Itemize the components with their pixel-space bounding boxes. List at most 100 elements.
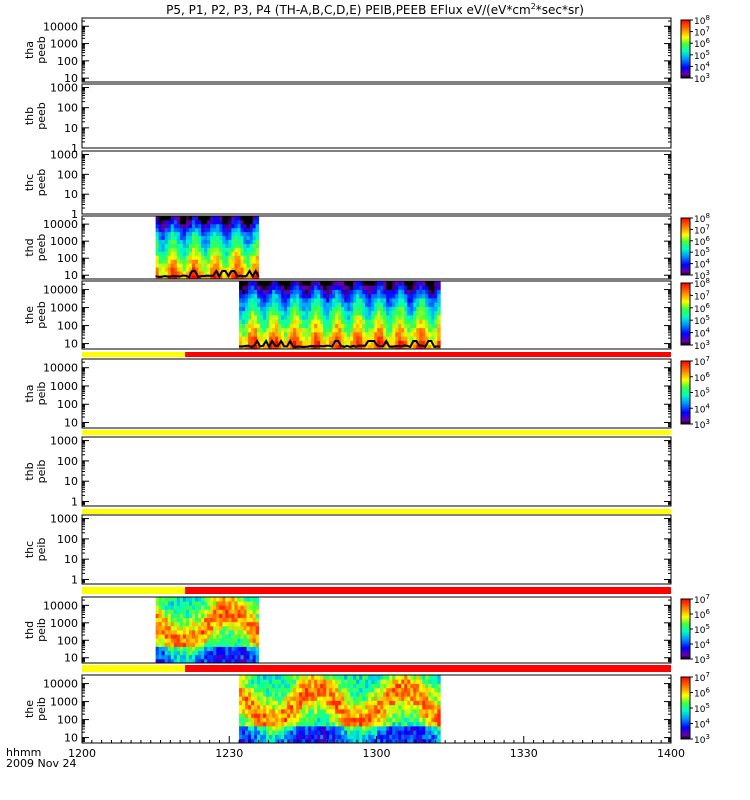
- spectrogram-cell: [192, 275, 196, 280]
- spectrogram-cell: [255, 263, 260, 268]
- spectrogram-cell: [188, 650, 193, 656]
- spectrogram-cell: [356, 721, 360, 727]
- spectrogram-cell: [164, 650, 169, 656]
- spectrogram-cell: [161, 654, 166, 660]
- spectrogram-cell: [210, 613, 214, 619]
- spectrogram-cell: [344, 336, 348, 341]
- spectrogram-cell: [362, 289, 366, 295]
- spectrogram-cell: [257, 302, 261, 307]
- spectrogram-cell: [219, 601, 223, 606]
- spectrogram-cell: [374, 319, 378, 324]
- spectrogram-cell: [167, 231, 172, 237]
- spectrogram-cell: [249, 231, 254, 237]
- spectrogram-cell: [225, 243, 229, 248]
- spectrogram-cell: [278, 679, 282, 684]
- spectrogram-cell: [195, 267, 199, 272]
- spectrogram-cell: [275, 285, 279, 290]
- spectrogram-cell: [176, 597, 181, 602]
- spectrogram-cell: [155, 646, 160, 652]
- spectrogram-cell: [195, 605, 199, 610]
- spectrogram-cell: [225, 654, 229, 660]
- spectrogram-cell: [335, 721, 339, 727]
- spectrogram-cell: [192, 259, 196, 264]
- spectrogram-cell: [158, 621, 163, 627]
- spectrogram-cell: [386, 319, 390, 324]
- spectrogram-cell: [266, 687, 270, 693]
- spectrogram-cell: [239, 289, 243, 295]
- spectrogram-cell: [216, 235, 220, 241]
- spectrogram-cell: [332, 679, 336, 684]
- spectrogram-cell: [344, 298, 348, 303]
- spectrogram-cell: [317, 340, 321, 346]
- spectrogram-cell: [170, 251, 175, 256]
- spectrogram-cell: [185, 625, 190, 631]
- spectrogram-cell: [437, 293, 441, 299]
- panel-label-probe: the: [23, 306, 36, 324]
- spectrogram-cell: [155, 613, 160, 619]
- spectrogram-cell: [359, 700, 363, 706]
- spectrogram-cell: [269, 726, 273, 731]
- spectrogram-cell: [398, 683, 402, 689]
- spectrogram-cell: [242, 281, 246, 286]
- spectrogram-cell: [179, 613, 184, 619]
- spectrogram-cell: [353, 323, 357, 329]
- mode-bar: [82, 665, 671, 672]
- spectrogram-cell: [284, 281, 288, 286]
- spectrogram-cell: [266, 696, 270, 701]
- spectrogram-cell: [353, 709, 357, 714]
- spectrogram-cell: [305, 285, 309, 290]
- spectrogram-cell: [332, 281, 336, 286]
- spectrogram-cell: [338, 310, 342, 316]
- spectrogram-cell: [158, 646, 163, 652]
- spectrogram-cell: [204, 638, 208, 643]
- spectrogram-cell: [368, 306, 372, 312]
- spectrogram-cell: [167, 634, 172, 639]
- spectrogram-cell: [353, 679, 357, 684]
- mode-bar-segment: [82, 509, 671, 514]
- spectrogram-cell: [225, 235, 229, 241]
- spectrogram-cell: [210, 255, 214, 260]
- panel-label-product: peib: [35, 618, 48, 642]
- spectrogram-cell: [242, 298, 246, 303]
- spectrogram-cell: [260, 738, 264, 744]
- spectrogram-cell: [425, 738, 429, 744]
- spectrogram-cell: [299, 289, 303, 295]
- panel-label-probe: thc: [23, 174, 36, 191]
- spectrogram-cell: [422, 302, 426, 307]
- colorbar-tick-label: 103: [694, 72, 710, 85]
- panel-label-probe: thd: [23, 621, 36, 639]
- spectrogram-cell: [368, 730, 372, 735]
- spectrogram-cell: [251, 692, 255, 697]
- spectrogram-cell: [188, 597, 193, 602]
- spectrogram-cell: [284, 298, 288, 303]
- spectrogram-cell: [296, 683, 300, 689]
- spectrogram-cell: [359, 302, 363, 307]
- spectrogram-cell: [320, 713, 324, 718]
- spectrogram-cell: [173, 650, 178, 656]
- spectrogram-cell: [254, 696, 258, 701]
- spectrogram-cell: [383, 738, 387, 744]
- spectrogram-cell: [254, 306, 258, 312]
- spectrogram-cell: [434, 696, 438, 701]
- spectrogram-cell: [368, 310, 372, 316]
- spectrogram-cell: [161, 267, 166, 272]
- spectrogram-cell: [329, 298, 333, 303]
- spectrogram-cell: [173, 601, 178, 606]
- spectrogram-cell: [377, 709, 381, 714]
- spectrogram-cell: [161, 617, 166, 623]
- spectrogram-cell: [167, 251, 172, 256]
- spectrogram-cell: [266, 713, 270, 718]
- spectrogram-cell: [371, 323, 375, 329]
- spectrogram-cell: [266, 704, 270, 710]
- spectrogram-cell: [242, 734, 246, 740]
- spectrogram-cell: [248, 738, 252, 744]
- spectrogram-cell: [434, 332, 438, 337]
- spectrogram-cell: [353, 293, 357, 299]
- spectrogram-cell: [356, 281, 360, 286]
- spectrogram-cell: [290, 310, 294, 316]
- spectrogram-cell: [299, 726, 303, 731]
- spectrogram-cell: [398, 281, 402, 286]
- spectrogram-cell: [389, 281, 393, 286]
- spectrogram-cell: [255, 231, 260, 237]
- spectrogram-cell: [219, 621, 223, 627]
